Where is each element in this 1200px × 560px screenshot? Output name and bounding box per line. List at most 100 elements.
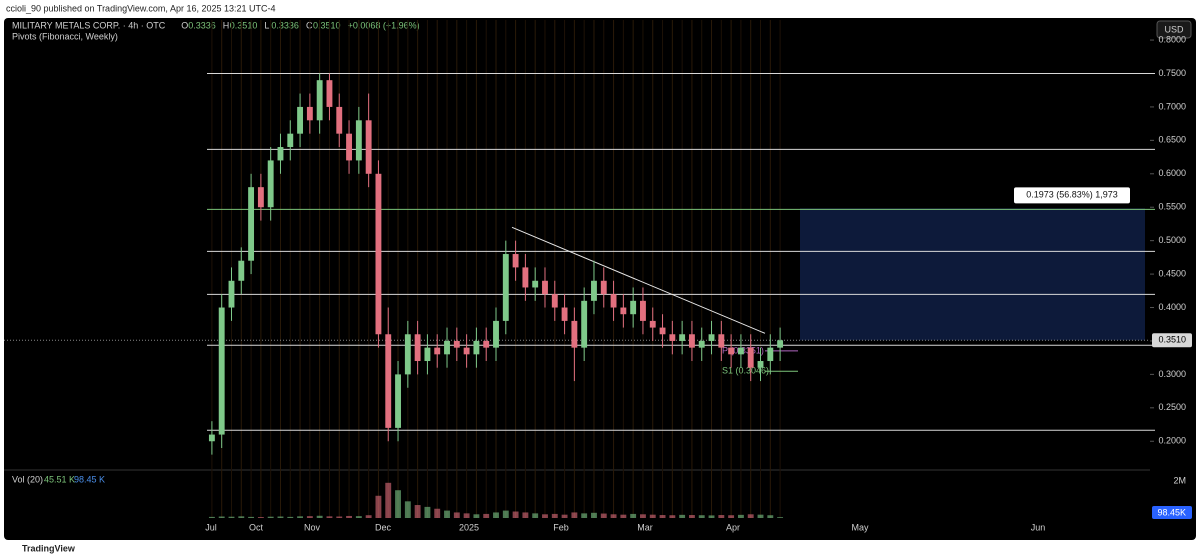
volume-value: 45.51 K (44, 474, 75, 484)
candle-body (444, 340, 450, 355)
candle-body (591, 280, 597, 301)
y-tick-label: 0.2500 (1158, 402, 1186, 412)
volume-bar (346, 515, 352, 518)
candle-body (659, 327, 666, 335)
candle-body (718, 334, 725, 348)
volume-bar (561, 514, 568, 518)
volume-bar (463, 513, 470, 518)
y-tick-label: 0.4000 (1158, 302, 1186, 312)
volume-bar (737, 514, 744, 518)
candle-body (346, 133, 352, 161)
ohlc-key: L (264, 20, 269, 30)
volume-ma-value: 98.45 K (74, 474, 105, 484)
volume-bar (512, 511, 519, 518)
x-tick-label: Oct (249, 522, 264, 532)
y-tick-label: 0.4500 (1158, 268, 1186, 278)
x-tick-label: Feb (553, 522, 569, 532)
candle-body (228, 280, 235, 308)
ohlc-key: O (181, 20, 188, 30)
ohlc-value: 0.3336 (271, 20, 299, 30)
candle-body (326, 80, 333, 107)
candle-body (424, 347, 431, 362)
volume-bar (571, 512, 578, 518)
volume-bar (483, 513, 490, 518)
volume-bar (404, 501, 411, 518)
volume-bar (355, 516, 362, 518)
x-tick-label: Mar (637, 522, 653, 532)
candle-body (218, 307, 225, 435)
volume-bar (228, 516, 235, 518)
candle-body (463, 347, 470, 355)
candle-body (767, 347, 774, 362)
y-tick-label: 0.6000 (1158, 168, 1186, 178)
volume-bar (257, 517, 264, 518)
volume-bar (365, 515, 372, 518)
measure-box (800, 208, 1145, 341)
y-tick-label: 0.5000 (1158, 235, 1186, 245)
published-note: ccioli_90 published on TradingView.com, … (6, 3, 276, 13)
candle-body (649, 320, 656, 328)
volume-bar (728, 515, 735, 518)
change: +0.0068 (+1.96%) (348, 20, 420, 30)
indicator-label: Pivots (Fibonacci, Weekly) (12, 31, 118, 41)
candle-body (502, 254, 509, 321)
candle-body (375, 173, 382, 335)
currency-label: USD (1164, 24, 1184, 34)
volume-bar (620, 514, 627, 518)
volume-bar (551, 513, 558, 518)
y-tick-label: 0.5500 (1158, 202, 1186, 212)
volume-bar (385, 482, 392, 518)
volume-bar (326, 516, 333, 518)
volume-bar (532, 513, 539, 518)
candle-body (679, 334, 686, 341)
volume-bar (453, 512, 460, 518)
candle-body (473, 340, 480, 355)
candle-body (434, 347, 441, 355)
y-tick-label: 0.6500 (1158, 135, 1186, 145)
x-tick-label: Nov (304, 522, 321, 532)
y-tick-label: 0.3000 (1158, 369, 1186, 379)
volume-tag-bg (1152, 506, 1192, 519)
candle-body (708, 334, 715, 341)
volume-bar (688, 515, 695, 518)
volume-bar (767, 515, 774, 518)
y-tick-label: 0.7500 (1158, 68, 1186, 78)
candle-body (453, 340, 460, 348)
volume-bar (718, 515, 725, 518)
volume-bar (316, 515, 323, 518)
x-tick-label: 2025 (459, 522, 479, 532)
candle-body (493, 320, 499, 348)
candle-body (395, 374, 401, 428)
candle-body (581, 300, 588, 348)
volume-bar (679, 514, 686, 518)
volume-bar (267, 516, 274, 518)
last-price-tag: 0.3510 (1158, 335, 1186, 345)
x-tick-label: Jun (1031, 522, 1046, 532)
candle-body (483, 340, 490, 348)
x-tick-label: Jul (205, 522, 217, 532)
x-tick-label: Dec (375, 522, 392, 532)
volume-bar (336, 516, 343, 518)
volume-bar (238, 516, 245, 518)
volume-bar (610, 514, 617, 518)
candle-body (365, 120, 372, 174)
candle-body (297, 106, 304, 134)
candle-body (698, 340, 705, 348)
volume-bar (659, 515, 666, 518)
volume-bar (777, 517, 784, 518)
volume-bar (757, 514, 764, 518)
volume-bar (287, 516, 294, 518)
candle-body (248, 187, 255, 261)
ohlc-key: H (223, 20, 230, 30)
symbol: MILITARY METALS CORP. · 4h · OTC (12, 20, 166, 30)
candle-body (267, 160, 274, 208)
volume-bar (640, 514, 646, 518)
candle-body (208, 434, 215, 442)
candle-body (306, 106, 313, 121)
candle-body (688, 334, 695, 348)
currency-button[interactable] (1156, 20, 1192, 39)
candle-body (355, 120, 362, 161)
volume-bar (444, 510, 450, 518)
candle-body (522, 267, 529, 288)
volume-bar (395, 490, 401, 518)
